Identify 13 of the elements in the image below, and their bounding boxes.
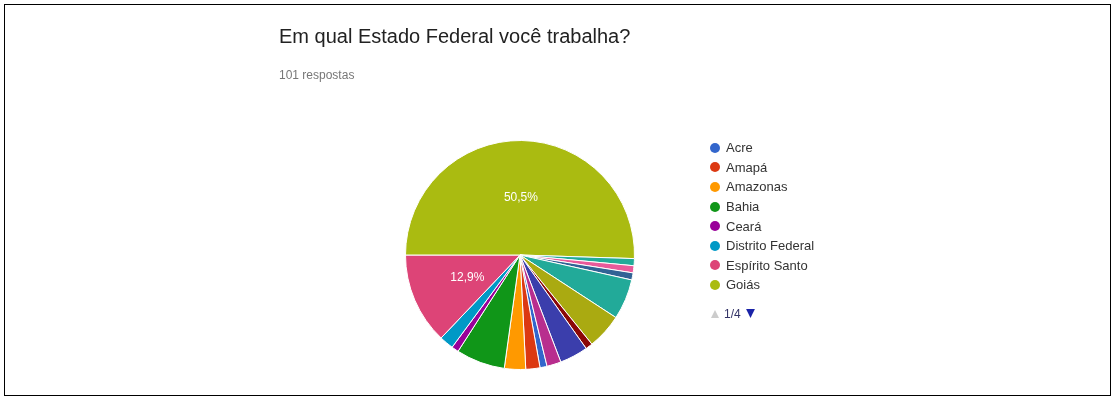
- data-label: 12,9%: [450, 269, 485, 284]
- text: 1/4: [724, 306, 741, 321]
- chart-title: Em qual Estado Federal você trabalha?: [279, 25, 631, 48]
- legend-label: Acre: [726, 140, 753, 156]
- legend-label: Ceará: [726, 218, 762, 234]
- legend-label: Amapá: [726, 159, 768, 175]
- data-label: 50,5%: [503, 190, 539, 205]
- legend-label: Espírito Santo: [726, 257, 808, 273]
- legend-label: Bahia: [726, 199, 760, 215]
- legend-label: Distrito Federal: [726, 238, 815, 254]
- legend-label: Amazonas: [726, 179, 788, 195]
- chart-subtitle: 101 respostas: [279, 68, 355, 82]
- legend-label: Goiás: [726, 277, 760, 293]
